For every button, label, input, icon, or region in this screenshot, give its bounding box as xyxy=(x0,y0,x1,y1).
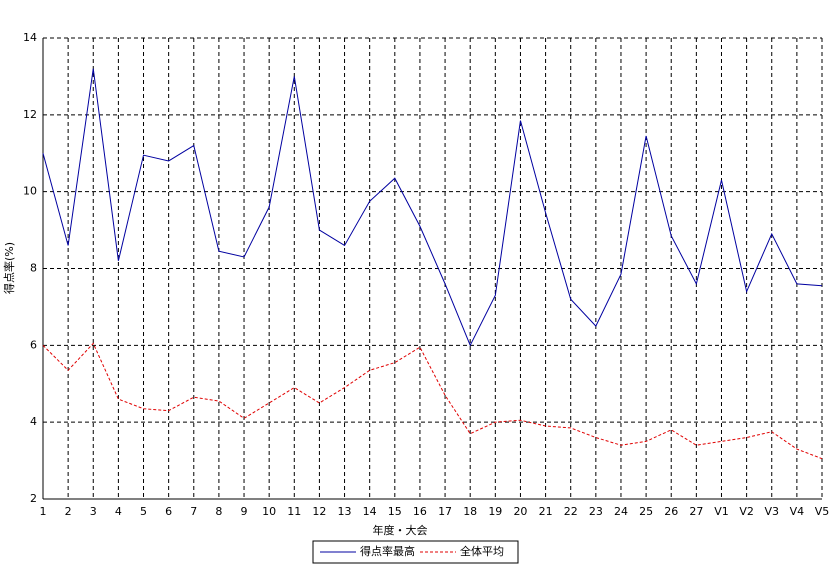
x-tick-label: 16 xyxy=(413,505,427,518)
y-tick-label: 12 xyxy=(23,108,37,121)
x-tick-label: 20 xyxy=(513,505,527,518)
x-tick-label: 26 xyxy=(664,505,678,518)
legend-label: 得点率最高 xyxy=(360,544,415,558)
x-tick-label: 11 xyxy=(287,505,301,518)
x-tick-label: V1 xyxy=(714,505,729,518)
x-tick-label: V5 xyxy=(815,505,830,518)
series-line xyxy=(42,342,823,460)
legend: 得点率最高 全体平均 xyxy=(312,540,519,564)
y-tick-label: 2 xyxy=(30,492,37,505)
x-tick-label: 7 xyxy=(190,505,197,518)
x-tick-label: 22 xyxy=(564,505,578,518)
x-tick-label: 23 xyxy=(589,505,603,518)
x-tick-label: 14 xyxy=(363,505,377,518)
x-tick-label: 3 xyxy=(90,505,97,518)
x-tick-label: 25 xyxy=(639,505,653,518)
x-tick-label: 12 xyxy=(312,505,326,518)
x-tick-label: 24 xyxy=(614,505,628,518)
x-tick-label: V4 xyxy=(790,505,805,518)
x-tick-label: 21 xyxy=(539,505,553,518)
x-tick-label: 1 xyxy=(40,505,47,518)
y-tick-label: 14 xyxy=(23,31,37,44)
x-tick-label: 27 xyxy=(689,505,703,518)
x-tick-label: 15 xyxy=(388,505,402,518)
x-tick-label: 5 xyxy=(140,505,147,518)
y-tick-label: 4 xyxy=(30,415,37,428)
y-axis-title: 得点率(%) xyxy=(2,242,16,294)
y-tick-label: 6 xyxy=(30,338,37,351)
y-tick-label: 10 xyxy=(23,185,37,198)
x-tick-label: 17 xyxy=(438,505,452,518)
x-tick-label: 9 xyxy=(241,505,248,518)
x-tick-label: 10 xyxy=(262,505,276,518)
legend-label: 全体平均 xyxy=(460,544,504,558)
y-tick-label: 8 xyxy=(30,262,37,275)
x-tick-label: 18 xyxy=(463,505,477,518)
x-tick-label: 2 xyxy=(65,505,72,518)
x-tick-label: 13 xyxy=(338,505,352,518)
x-tick-label: 19 xyxy=(488,505,502,518)
x-tick-label: 8 xyxy=(215,505,222,518)
x-axis-title: 年度・大会 xyxy=(373,523,428,537)
x-tick-label: V2 xyxy=(739,505,754,518)
x-tick-label: 4 xyxy=(115,505,122,518)
x-tick-label: V3 xyxy=(764,505,779,518)
series-line xyxy=(42,68,823,347)
legend-box xyxy=(312,540,519,564)
x-tick-label: 6 xyxy=(165,505,172,518)
